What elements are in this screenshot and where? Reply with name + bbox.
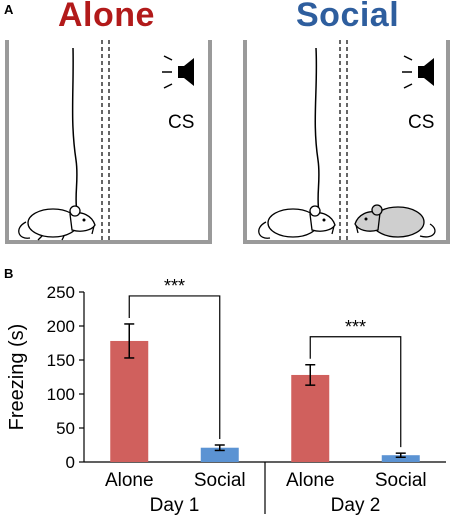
alone-cs-label: CS <box>168 112 194 133</box>
social-speaker-icon <box>402 55 434 89</box>
bar-alone-day2 <box>291 374 330 462</box>
panel-a-illustration: CS <box>5 40 450 244</box>
bar-alone-day1 <box>110 340 149 462</box>
alone-mouse-icon <box>18 205 96 241</box>
alone-chamber: CS <box>5 40 212 244</box>
x-tick-label: Alone <box>286 470 335 491</box>
social-chamber: CS <box>243 40 450 244</box>
significance-bracket <box>128 295 221 439</box>
y-tick-label: 200 <box>47 317 75 336</box>
bar-social-day2 <box>381 455 420 462</box>
significance-label: *** <box>345 317 366 337</box>
group-label: Day 2 <box>331 495 381 516</box>
bar-social-day1 <box>200 447 239 462</box>
y-tick-label: 100 <box>47 385 75 404</box>
significance-label: *** <box>164 276 185 296</box>
x-tick-label: Alone <box>105 470 154 491</box>
y-axis-label: Freezing (s) <box>6 324 28 431</box>
social-condition-title: Social <box>296 0 400 34</box>
social-mouse-icon <box>258 205 336 239</box>
social-cs-label: CS <box>408 112 434 133</box>
significance-bracket <box>309 336 402 448</box>
partner-mouse-icon <box>354 204 436 238</box>
y-tick-label: 50 <box>56 419 75 438</box>
x-tick-label: Social <box>375 470 427 491</box>
y-tick-label: 250 <box>47 283 75 302</box>
group-label: Day 1 <box>150 495 200 516</box>
y-tick-label: 0 <box>66 453 75 472</box>
panel-b-label: B <box>4 266 14 281</box>
y-tick-label: 150 <box>47 351 75 370</box>
freezing-bar-chart: 0 50 100 150 200 250 Freezing (s) Alone Social Da… <box>6 276 446 516</box>
alone-speaker-icon <box>162 55 194 89</box>
alone-condition-title: Alone <box>58 0 155 34</box>
x-tick-label: Social <box>194 470 246 491</box>
panel-a-label: A <box>4 2 14 17</box>
